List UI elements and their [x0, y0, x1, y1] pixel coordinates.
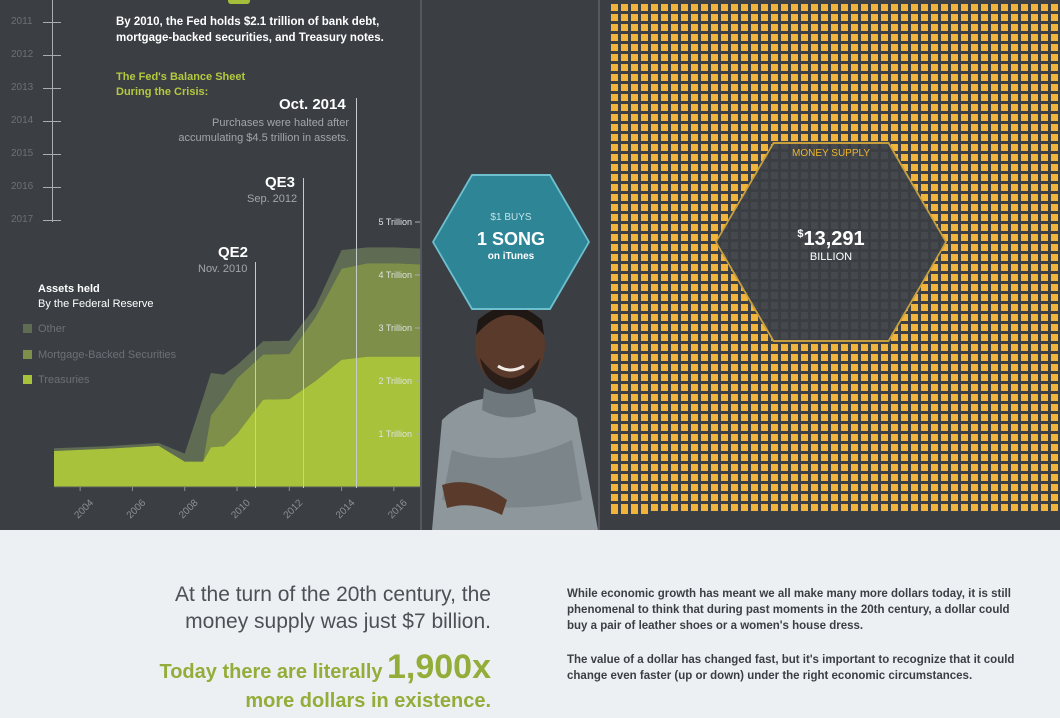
legend-item-other: Other: [23, 323, 66, 335]
y-tick-label: 2 Trillion: [378, 376, 412, 386]
money-supply-label: MONEY SUPPLY: [792, 148, 870, 159]
timeline-tick: [43, 154, 61, 155]
qe3-marker: [303, 178, 304, 488]
intro-text: By 2010, the Fed holds $2.1 trillion of …: [116, 16, 384, 44]
oct2014-subtitle: Purchases were halted after accumulating…: [178, 116, 349, 146]
panel-divider-right: [598, 0, 600, 530]
area-mortgage-backed-securities: [54, 263, 420, 462]
crisis-title: The Fed's Balance Sheet During the Crisi…: [116, 70, 245, 100]
song-line2: 1 SONG: [476, 229, 546, 249]
crisis-title-line1: The Fed's Balance Sheet: [116, 71, 246, 83]
bottom-line2: money supply was just $7 billion.: [185, 610, 491, 633]
bottom-green-line2: more dollars in existence.: [245, 690, 491, 712]
crisis-title-line2: During the Crisis:: [116, 86, 209, 98]
x-tick-label: 2004: [72, 497, 96, 521]
legend-label-other: Other: [38, 323, 66, 335]
timeline-tick: [43, 88, 61, 89]
qe3-subtitle: Sep. 2012: [247, 193, 298, 205]
timeline-axis: [52, 0, 53, 222]
y-tick-label: 4 Trillion: [378, 270, 412, 280]
y-tick-label: 3 Trillion: [378, 323, 412, 333]
timeline-tick: [43, 22, 61, 23]
legend-title: Assets held: [38, 283, 100, 295]
qe2-subtitle: Nov. 2010: [198, 263, 248, 275]
timeline-year-label: 2015: [11, 148, 34, 159]
dollar-dot-grid-tail: [611, 507, 651, 514]
oct2014-sub-line1: Purchases were halted after: [212, 117, 349, 129]
legend-label-treasuries: Treasuries: [38, 374, 90, 386]
money-supply-value: $13,291: [715, 228, 947, 251]
green-prefix: Today there are literally: [159, 661, 383, 683]
x-tick-label: 2014: [334, 497, 358, 521]
timeline-year-label: 2017: [11, 214, 34, 225]
legend-subtitle: By the Federal Reserve: [38, 298, 154, 310]
y-tick-label: 5 Trillion: [378, 217, 412, 227]
oct2014-marker: [356, 98, 357, 488]
timeline-year-label: 2013: [11, 82, 34, 93]
legend-swatch-mbs: [23, 350, 32, 359]
green-multiplier: 1,900x: [387, 648, 491, 686]
timeline-year-label: 2011: [11, 16, 33, 27]
song-line1: $1 BUYS: [490, 212, 532, 223]
oct2014-title: Oct. 2014: [279, 96, 346, 113]
timeline-year-label: 2016: [11, 181, 34, 192]
person-illustration: [432, 303, 598, 530]
qe3-title: QE3: [265, 174, 296, 191]
timeline-tick: [43, 121, 61, 122]
legend-swatch-other: [23, 324, 32, 333]
x-tick-label: 2006: [125, 497, 149, 521]
body-paragraph-2: The value of a dollar has changed fast, …: [567, 654, 1015, 682]
legend-item-treasuries: Treasuries: [23, 374, 90, 386]
oct2014-sub-line2: accumulating $4.5 trillion in assets.: [178, 132, 349, 144]
timeline-tick: [43, 55, 61, 56]
x-tick-label: 2012: [282, 497, 306, 521]
y-tick-label: 1 Trillion: [378, 429, 412, 439]
area-treasuries: [54, 356, 420, 487]
infographic-top-panel: 2011 2012 2013 2014 2015 2016 2017 By 2010, th…: [0, 0, 1060, 530]
body-paragraph-1: While economic growth has meant we all m…: [567, 588, 1011, 632]
song-line3: on iTunes: [487, 251, 535, 262]
money-supply-currency: $: [797, 228, 804, 240]
legend-swatch-treasuries: [23, 375, 32, 384]
x-tick-label: 2008: [177, 497, 201, 521]
x-tick-label: 2016: [386, 497, 410, 521]
qe2-marker: [255, 262, 256, 488]
timeline-tick: [43, 187, 61, 188]
legend-label-mbs: Mortgage-Backed Securities: [38, 349, 177, 361]
timeline-year-label: 2014: [11, 115, 34, 126]
panel-divider-left: [420, 0, 422, 530]
bottom-line1: At the turn of the 20th century, the: [175, 583, 491, 606]
timeline-year-label: 2012: [11, 49, 34, 60]
qe2-title: QE2: [218, 244, 249, 261]
x-tick-label: 2010: [229, 497, 253, 521]
timeline-badge: [228, 0, 250, 4]
balance-sheet-chart: 1 Trillion 2 Trillion 3 Trillion 4 Trillion…: [54, 217, 421, 521]
legend-item-mbs: Mortgage-Backed Securities: [23, 349, 176, 361]
money-supply-number: 13,291: [803, 228, 865, 250]
money-supply-unit: BILLION: [809, 251, 853, 263]
timeline-tick: [43, 220, 61, 221]
bottom-green-line1: Today there are literally 1,900x: [159, 648, 491, 687]
